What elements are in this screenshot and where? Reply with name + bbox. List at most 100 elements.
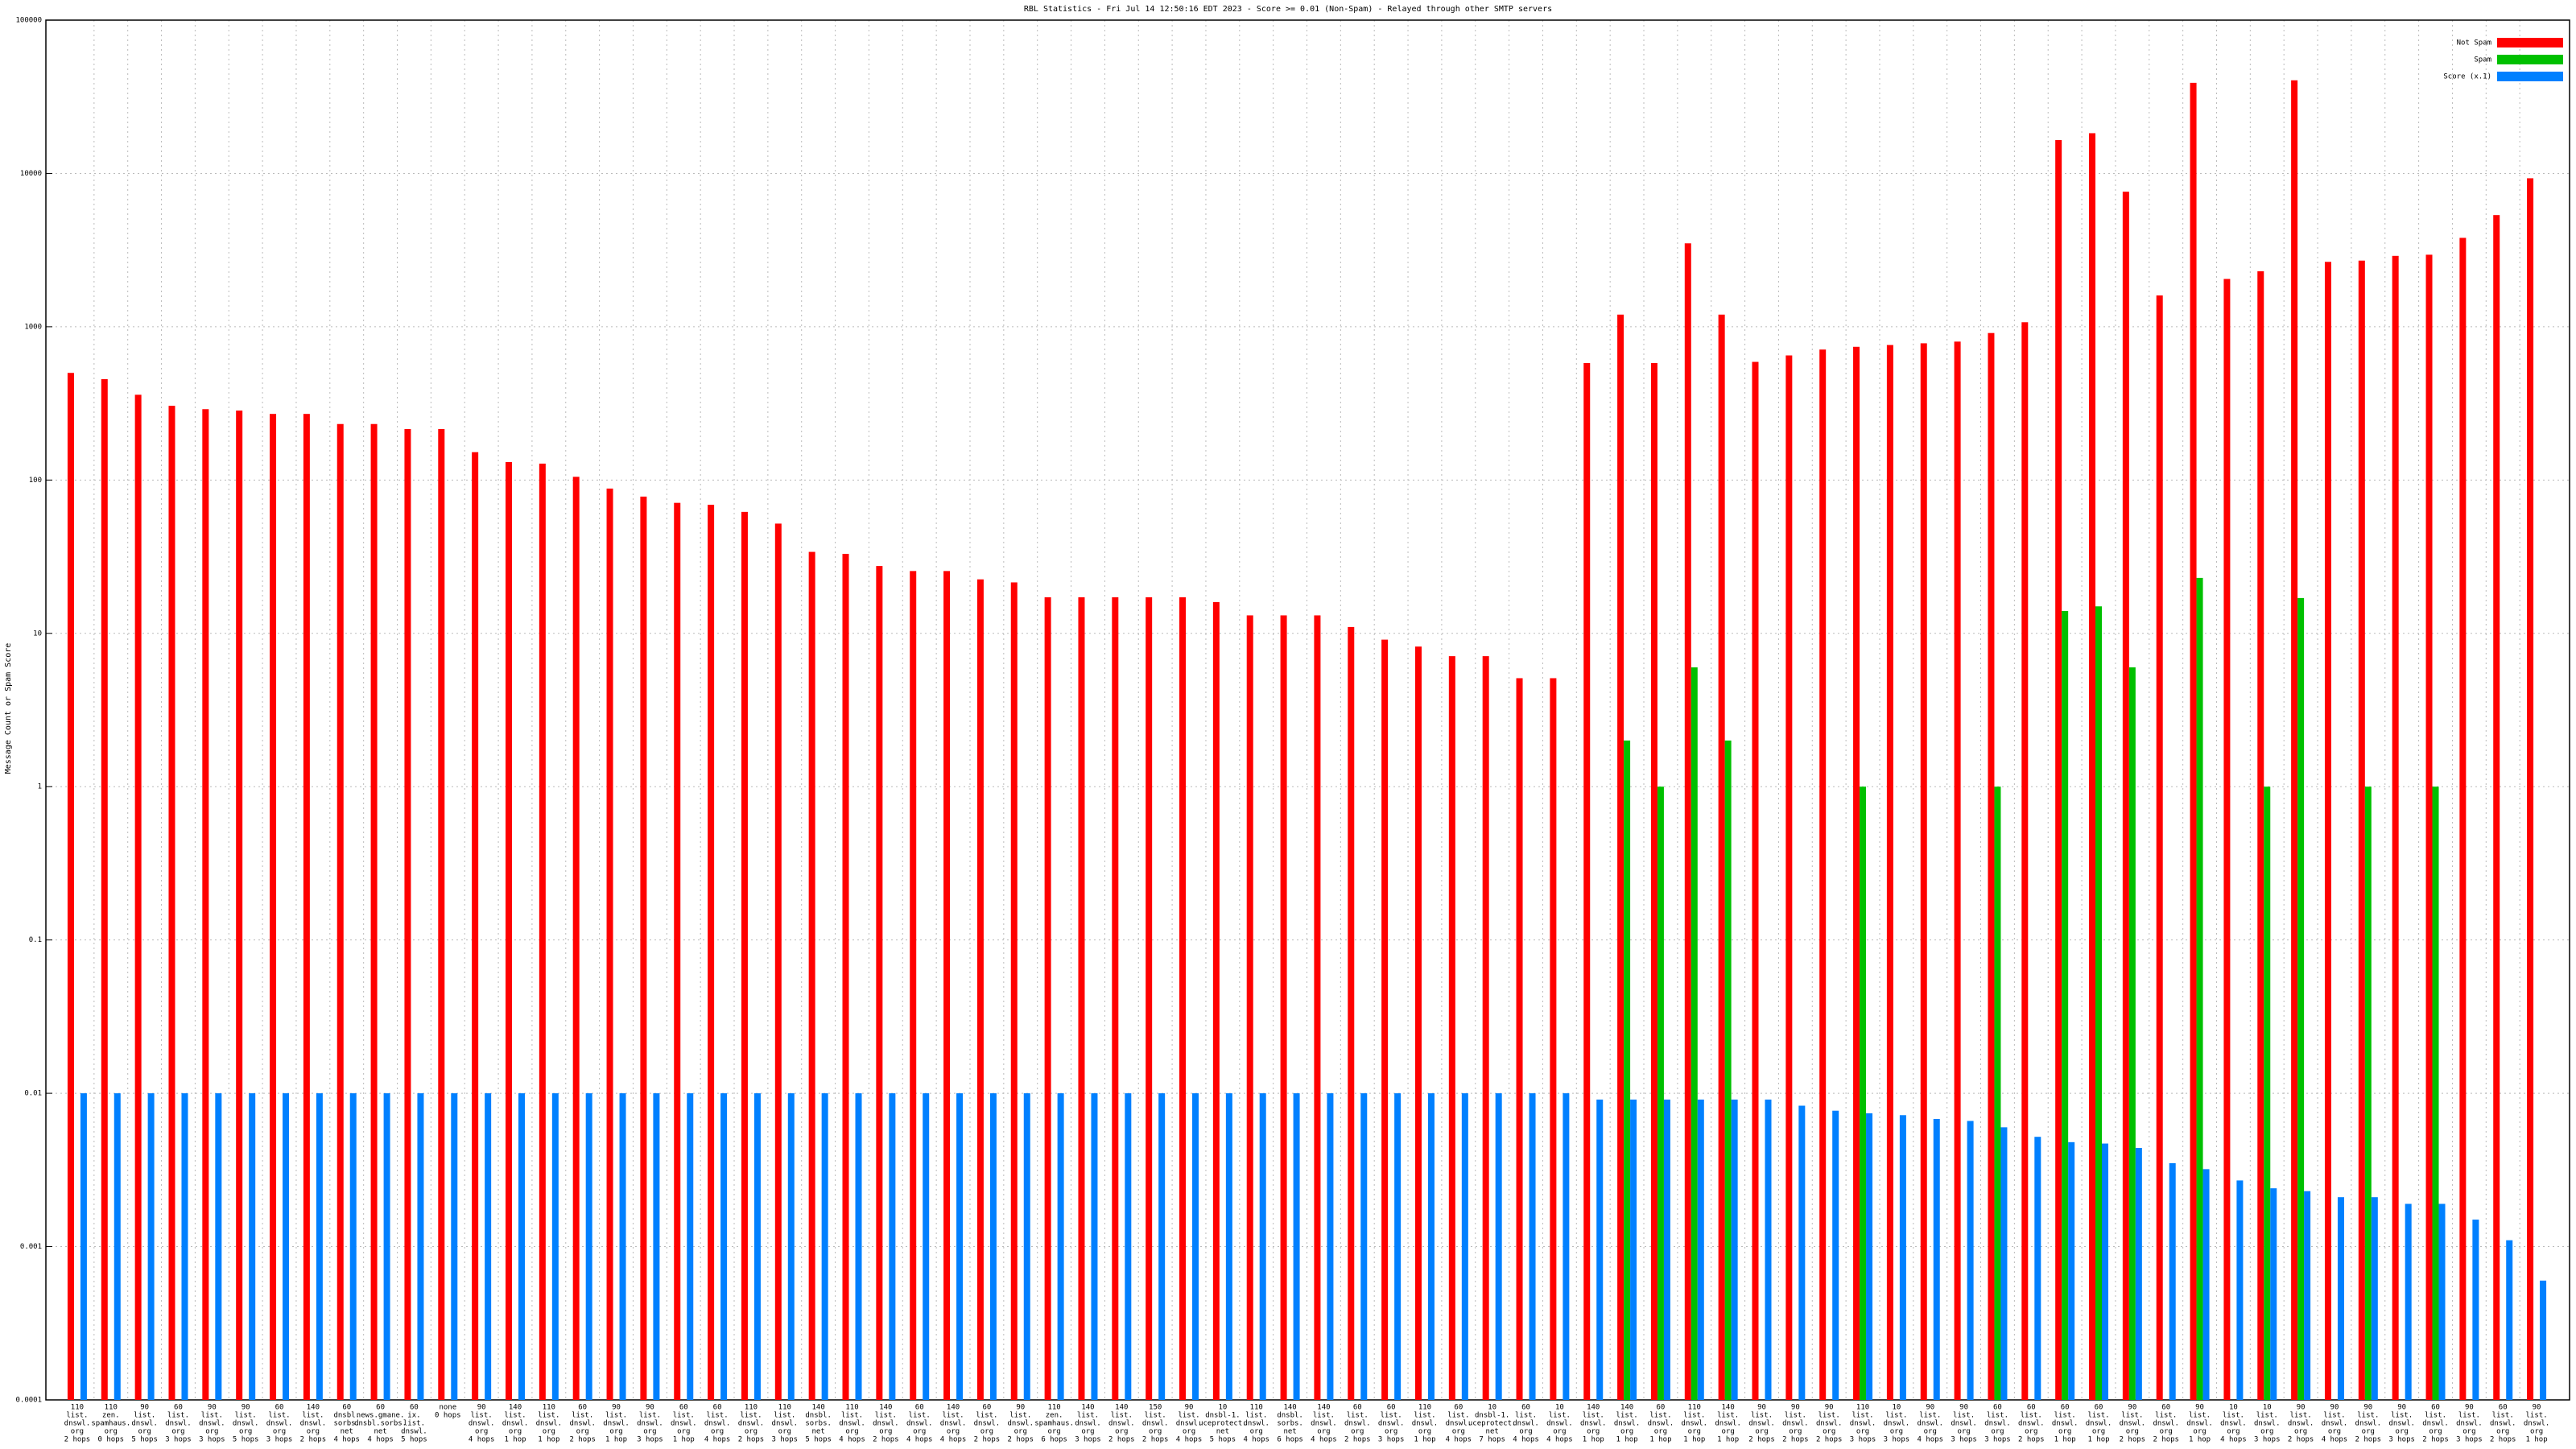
x-tick-label: org (1047, 1428, 1060, 1436)
x-tick-label: dnswl. (772, 1420, 799, 1428)
x-tick-label: 60 (1521, 1404, 1530, 1412)
y-tick-label: 10000 (20, 170, 42, 178)
bar (1899, 1115, 1906, 1400)
bar (2202, 1169, 2210, 1400)
x-tick-label: dnswl. (2120, 1420, 2146, 1428)
x-tick-label: list. (1145, 1412, 1166, 1420)
x-tick-label: list. (268, 1412, 290, 1420)
x-tick-label: spamhaus. (1034, 1420, 1074, 1428)
x-tick-label: list. (504, 1412, 526, 1420)
x-tick-label: org (1755, 1428, 1768, 1436)
x-tick-label: org (307, 1428, 320, 1436)
x-tick-label: dnswl. (165, 1420, 192, 1428)
x-tick-label: zen. (102, 1412, 120, 1420)
x-tick-label: org (1553, 1428, 1566, 1436)
x-tick-label: none (439, 1404, 456, 1412)
x-tick-label: dnsbl-1. (1475, 1412, 1509, 1420)
x-tick-label: list. (1549, 1412, 1571, 1420)
bar (1394, 1093, 1402, 1400)
x-tick-label: org (138, 1428, 151, 1436)
x-tick-label: 2 hops (2422, 1436, 2449, 1444)
bar (1724, 740, 1732, 1400)
x-tick-label: 110 (845, 1404, 858, 1412)
x-tick-label: dnswl. (906, 1420, 933, 1428)
bar (1023, 1093, 1030, 1400)
x-tick-label: dnswl. (64, 1420, 91, 1428)
x-tick-label: list. (1245, 1412, 1267, 1420)
bar (1448, 656, 1455, 1400)
x-tick-label: 60 (2161, 1404, 2170, 1412)
bar (585, 1093, 592, 1400)
bar (1057, 1093, 1064, 1400)
x-tick-label: dnswl. (469, 1420, 495, 1428)
bar (1360, 1093, 1368, 1400)
x-tick-label: dnswl. (738, 1420, 765, 1428)
bar (606, 488, 613, 1401)
x-tick-label: 60 (2499, 1404, 2508, 1412)
x-tick-label: org (2260, 1428, 2273, 1436)
x-tick-label: org (913, 1428, 926, 1436)
bar (1314, 615, 1321, 1400)
x-tick-label: org (1115, 1428, 1128, 1436)
x-tick-label: 7 hops (1479, 1436, 1505, 1444)
bar (451, 1093, 458, 1400)
x-tick-label: 90 (2363, 1404, 2372, 1412)
bar (842, 554, 849, 1400)
x-tick-label: dnswl. (2288, 1420, 2314, 1428)
bar (1293, 1093, 1300, 1400)
x-tick-label: dnswl. (300, 1420, 327, 1428)
bar (1495, 1093, 1502, 1400)
x-tick-label: org (2193, 1428, 2206, 1436)
bar (1212, 601, 1220, 1400)
x-tick-label: 2 hops (1344, 1436, 1371, 1444)
bar (2196, 577, 2203, 1400)
bar (283, 1093, 290, 1400)
x-tick-label: dnswl. (1682, 1420, 1708, 1428)
bar (1461, 1093, 1468, 1400)
x-tick-label: 2 hops (2120, 1436, 2146, 1444)
x-tick-label: 1 hop (673, 1436, 695, 1444)
x-tick-label: 90 (1825, 1404, 1834, 1412)
x-tick-label: 2 hops (2288, 1436, 2314, 1444)
x-tick-label: 4 hops (1513, 1436, 1539, 1444)
x-tick-label: 10 (1555, 1404, 1564, 1412)
bar (1192, 1093, 1199, 1400)
x-tick-label: 4 hops (2220, 1436, 2247, 1444)
x-tick-label: list. (2492, 1412, 2514, 1420)
x-tick-label: list. (2189, 1412, 2211, 1420)
bar (1690, 667, 1698, 1400)
x-tick-label: org (543, 1428, 555, 1436)
bar (1246, 615, 1253, 1400)
bar (1832, 1110, 1839, 1400)
x-tick-label: 140 (1317, 1404, 1330, 1412)
x-tick-label: org (2530, 1428, 2543, 1436)
x-tick-label: sorbs. (1277, 1420, 1303, 1428)
x-tick-label: 3 hops (2254, 1436, 2281, 1444)
x-tick-label: 60 (410, 1404, 419, 1412)
x-tick-label: 2 hops (738, 1436, 765, 1444)
x-tick-label: dnswl. (1311, 1420, 1337, 1428)
x-tick-label: org (1317, 1428, 1330, 1436)
bar (67, 373, 74, 1400)
bar (2257, 270, 2264, 1401)
x-tick-label: org (1452, 1428, 1465, 1436)
x-tick-label: list. (2290, 1412, 2312, 1420)
x-tick-label: net (1283, 1428, 1296, 1436)
x-tick-label: uceprotect. (1199, 1420, 1247, 1428)
bar (2270, 1188, 2277, 1400)
x-tick-label: 4 hops (1243, 1436, 1269, 1444)
x-tick-label: 5 hops (1210, 1436, 1236, 1444)
bar (2304, 1191, 2311, 1400)
x-tick-label: 110 (1418, 1404, 1431, 1412)
bar (956, 1093, 964, 1400)
x-tick-label: 1 hop (1414, 1436, 1435, 1444)
x-tick-label: 4 hops (333, 1436, 360, 1444)
x-tick-label: ix. (407, 1412, 420, 1420)
x-tick-label: dnswl. (1884, 1420, 1910, 1428)
x-tick-label: dnswl. (2388, 1420, 2415, 1428)
bar (923, 1093, 930, 1400)
x-tick-label: org (2160, 1428, 2173, 1436)
bar (383, 1093, 390, 1400)
bar (1954, 341, 1961, 1400)
x-tick-label: 1 hop (1583, 1436, 1604, 1444)
